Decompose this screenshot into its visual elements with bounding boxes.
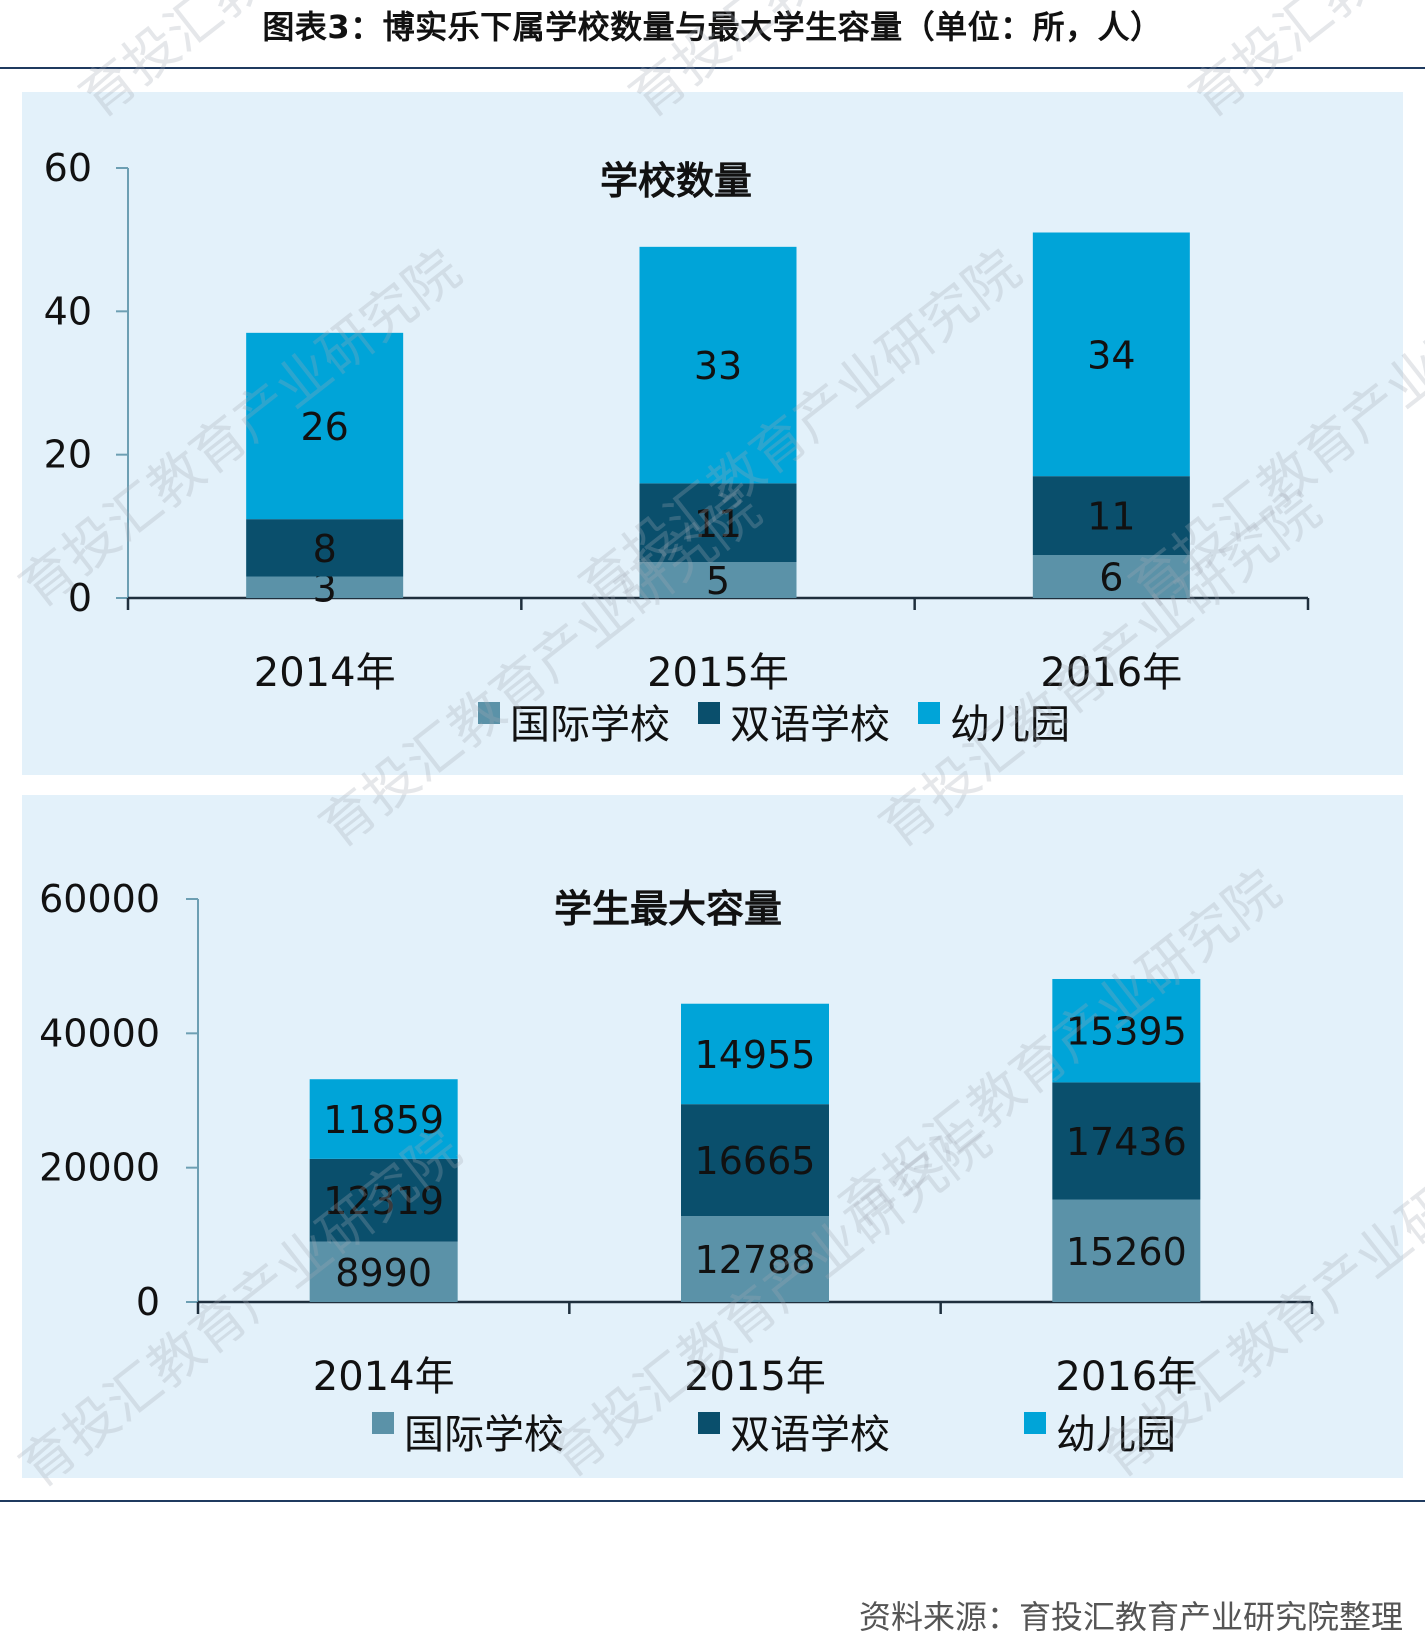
legend-label: 幼儿园: [1056, 1412, 1176, 1458]
source-note: 资料来源：育投汇教育产业研究院整理: [858, 1598, 1403, 1636]
bar-segment: [1032, 232, 1190, 477]
x-category-label: 2014年: [313, 1354, 455, 1400]
bar-segment: [309, 1158, 458, 1242]
y-tick-label: 20: [44, 433, 92, 477]
legend-label: 国际学校: [404, 1412, 564, 1458]
bar-segment: [681, 1216, 829, 1302]
data-label: 26: [300, 405, 348, 449]
figure-title: 图表3：博实乐下属学校数量与最大学生容量（单位：所，人）: [262, 8, 1163, 46]
legend-label: 幼儿园: [950, 702, 1070, 748]
bottom-rule: [0, 1500, 1425, 1502]
bar-segment: [639, 562, 797, 598]
bar-segment: [246, 519, 404, 577]
data-label: 15260: [1066, 1230, 1187, 1274]
y-tick-label: 40000: [39, 1011, 160, 1055]
chart-title: 学生最大容量: [554, 887, 782, 931]
legend-swatch: [698, 1412, 720, 1434]
y-tick-label: 40: [44, 289, 92, 333]
legend-label: 双语学校: [730, 1412, 890, 1458]
bar-segment: [309, 1241, 458, 1302]
y-tick-label: 20000: [39, 1146, 160, 1190]
data-label: 34: [1087, 333, 1135, 377]
y-tick-label: 60: [44, 146, 92, 190]
data-label: 11: [1087, 495, 1135, 539]
data-label: 12788: [695, 1238, 816, 1282]
y-tick-label: 60000: [39, 877, 160, 921]
x-category-label: 2016年: [1040, 650, 1182, 696]
y-tick-label: 0: [68, 576, 92, 620]
bar-segment: [681, 1104, 829, 1217]
legend-swatch: [478, 702, 500, 724]
bar-segment: [1032, 476, 1190, 555]
data-label: 14955: [695, 1033, 816, 1077]
bar-segment: [246, 576, 404, 598]
legend-label: 国际学校: [510, 702, 670, 748]
bar-segment: [246, 332, 404, 520]
bar-segment: [1052, 1199, 1201, 1302]
x-category-label: 2015年: [684, 1354, 826, 1400]
data-label: 11: [694, 502, 742, 546]
legend-swatch: [372, 1412, 394, 1434]
data-label: 6: [1099, 556, 1123, 600]
data-label: 11859: [323, 1098, 444, 1142]
data-label: 17436: [1066, 1120, 1187, 1164]
bar-segment: [639, 246, 797, 484]
data-label: 8: [313, 527, 337, 571]
data-label: 15395: [1066, 1010, 1187, 1054]
bar-segment: [681, 1003, 829, 1105]
chart-title: 学校数量: [600, 159, 752, 203]
x-category-label: 2016年: [1055, 1354, 1197, 1400]
x-category-label: 2014年: [254, 650, 396, 696]
legend-label: 双语学校: [730, 702, 890, 748]
y-tick-label: 0: [136, 1280, 160, 1324]
data-label: 16665: [695, 1139, 816, 1183]
bar-segment: [1052, 1082, 1201, 1200]
data-label: 8990: [335, 1251, 432, 1295]
legend-swatch: [698, 702, 720, 724]
data-label: 5: [706, 559, 730, 603]
bar-segment: [1032, 555, 1190, 598]
data-label: 33: [694, 344, 742, 388]
top-rule: [0, 67, 1425, 69]
legend-swatch: [918, 702, 940, 724]
data-label: 12319: [323, 1179, 444, 1223]
bar-segment: [309, 1079, 458, 1159]
bar-segment: [1052, 978, 1201, 1083]
legend-swatch: [1024, 1412, 1046, 1434]
bar-segment: [639, 483, 797, 563]
x-category-label: 2015年: [647, 650, 789, 696]
